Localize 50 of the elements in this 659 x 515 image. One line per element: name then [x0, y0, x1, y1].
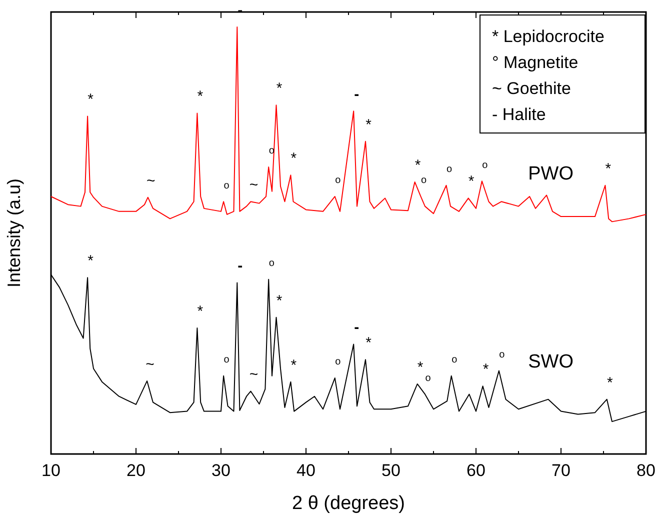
x-tick-label: 40 [296, 461, 316, 480]
x-tick-label: 30 [212, 461, 230, 480]
annotation: o [499, 349, 506, 360]
annotation: ~ [249, 366, 258, 384]
x-tick-label: 50 [382, 461, 400, 480]
annotation: * [197, 302, 204, 320]
x-axis-title: 2 θ (degrees) [292, 493, 406, 514]
annotation: - [354, 319, 360, 336]
annotation: ~ Goethite [492, 79, 571, 98]
annotation: o [335, 175, 342, 186]
x-tick-label: 10 [42, 461, 60, 480]
annotation: o [335, 356, 342, 368]
annotation: * [366, 116, 372, 134]
annotation: * [414, 156, 421, 174]
annotation: * [197, 88, 204, 106]
annotation: o [482, 160, 488, 171]
x-tick-label: 70 [552, 461, 570, 480]
annotation: ~ [146, 356, 155, 373]
annotation: o [420, 175, 427, 186]
series-label: SWO [528, 351, 574, 372]
annotation: ° Magnetite [492, 53, 578, 72]
x-tick-label: 60 [466, 461, 486, 480]
annotation: - [354, 86, 360, 104]
annotation: ~ [249, 176, 258, 194]
annotation: * [88, 252, 94, 270]
annotation: * Lepidocrocite [492, 27, 604, 46]
annotation: * [290, 356, 297, 374]
annotation: * [366, 334, 372, 352]
annotation: o [268, 258, 275, 269]
annotation: * [88, 91, 94, 108]
annotation: * [482, 361, 489, 378]
annotation: * [276, 80, 282, 98]
annotation: * [605, 160, 612, 178]
annotation: * [468, 173, 474, 190]
annotation: o [446, 164, 452, 176]
annotation: o [224, 354, 230, 366]
x-tick-label: 80 [636, 461, 656, 480]
annotation: * [276, 292, 282, 310]
x-tick-label: 20 [126, 461, 146, 480]
annotation: o [425, 372, 432, 384]
series-label: PWO [528, 163, 574, 184]
annotation: * [606, 374, 613, 392]
annotation: - [238, 258, 243, 275]
annotation: - Halite [492, 105, 546, 124]
annotation: o [452, 354, 458, 366]
annotation: * [417, 358, 424, 376]
y-axis-title: Intensity (a.u) [4, 178, 24, 288]
annotation: * [290, 150, 297, 168]
annotation: o [224, 180, 230, 192]
annotation: ~ [146, 172, 156, 190]
